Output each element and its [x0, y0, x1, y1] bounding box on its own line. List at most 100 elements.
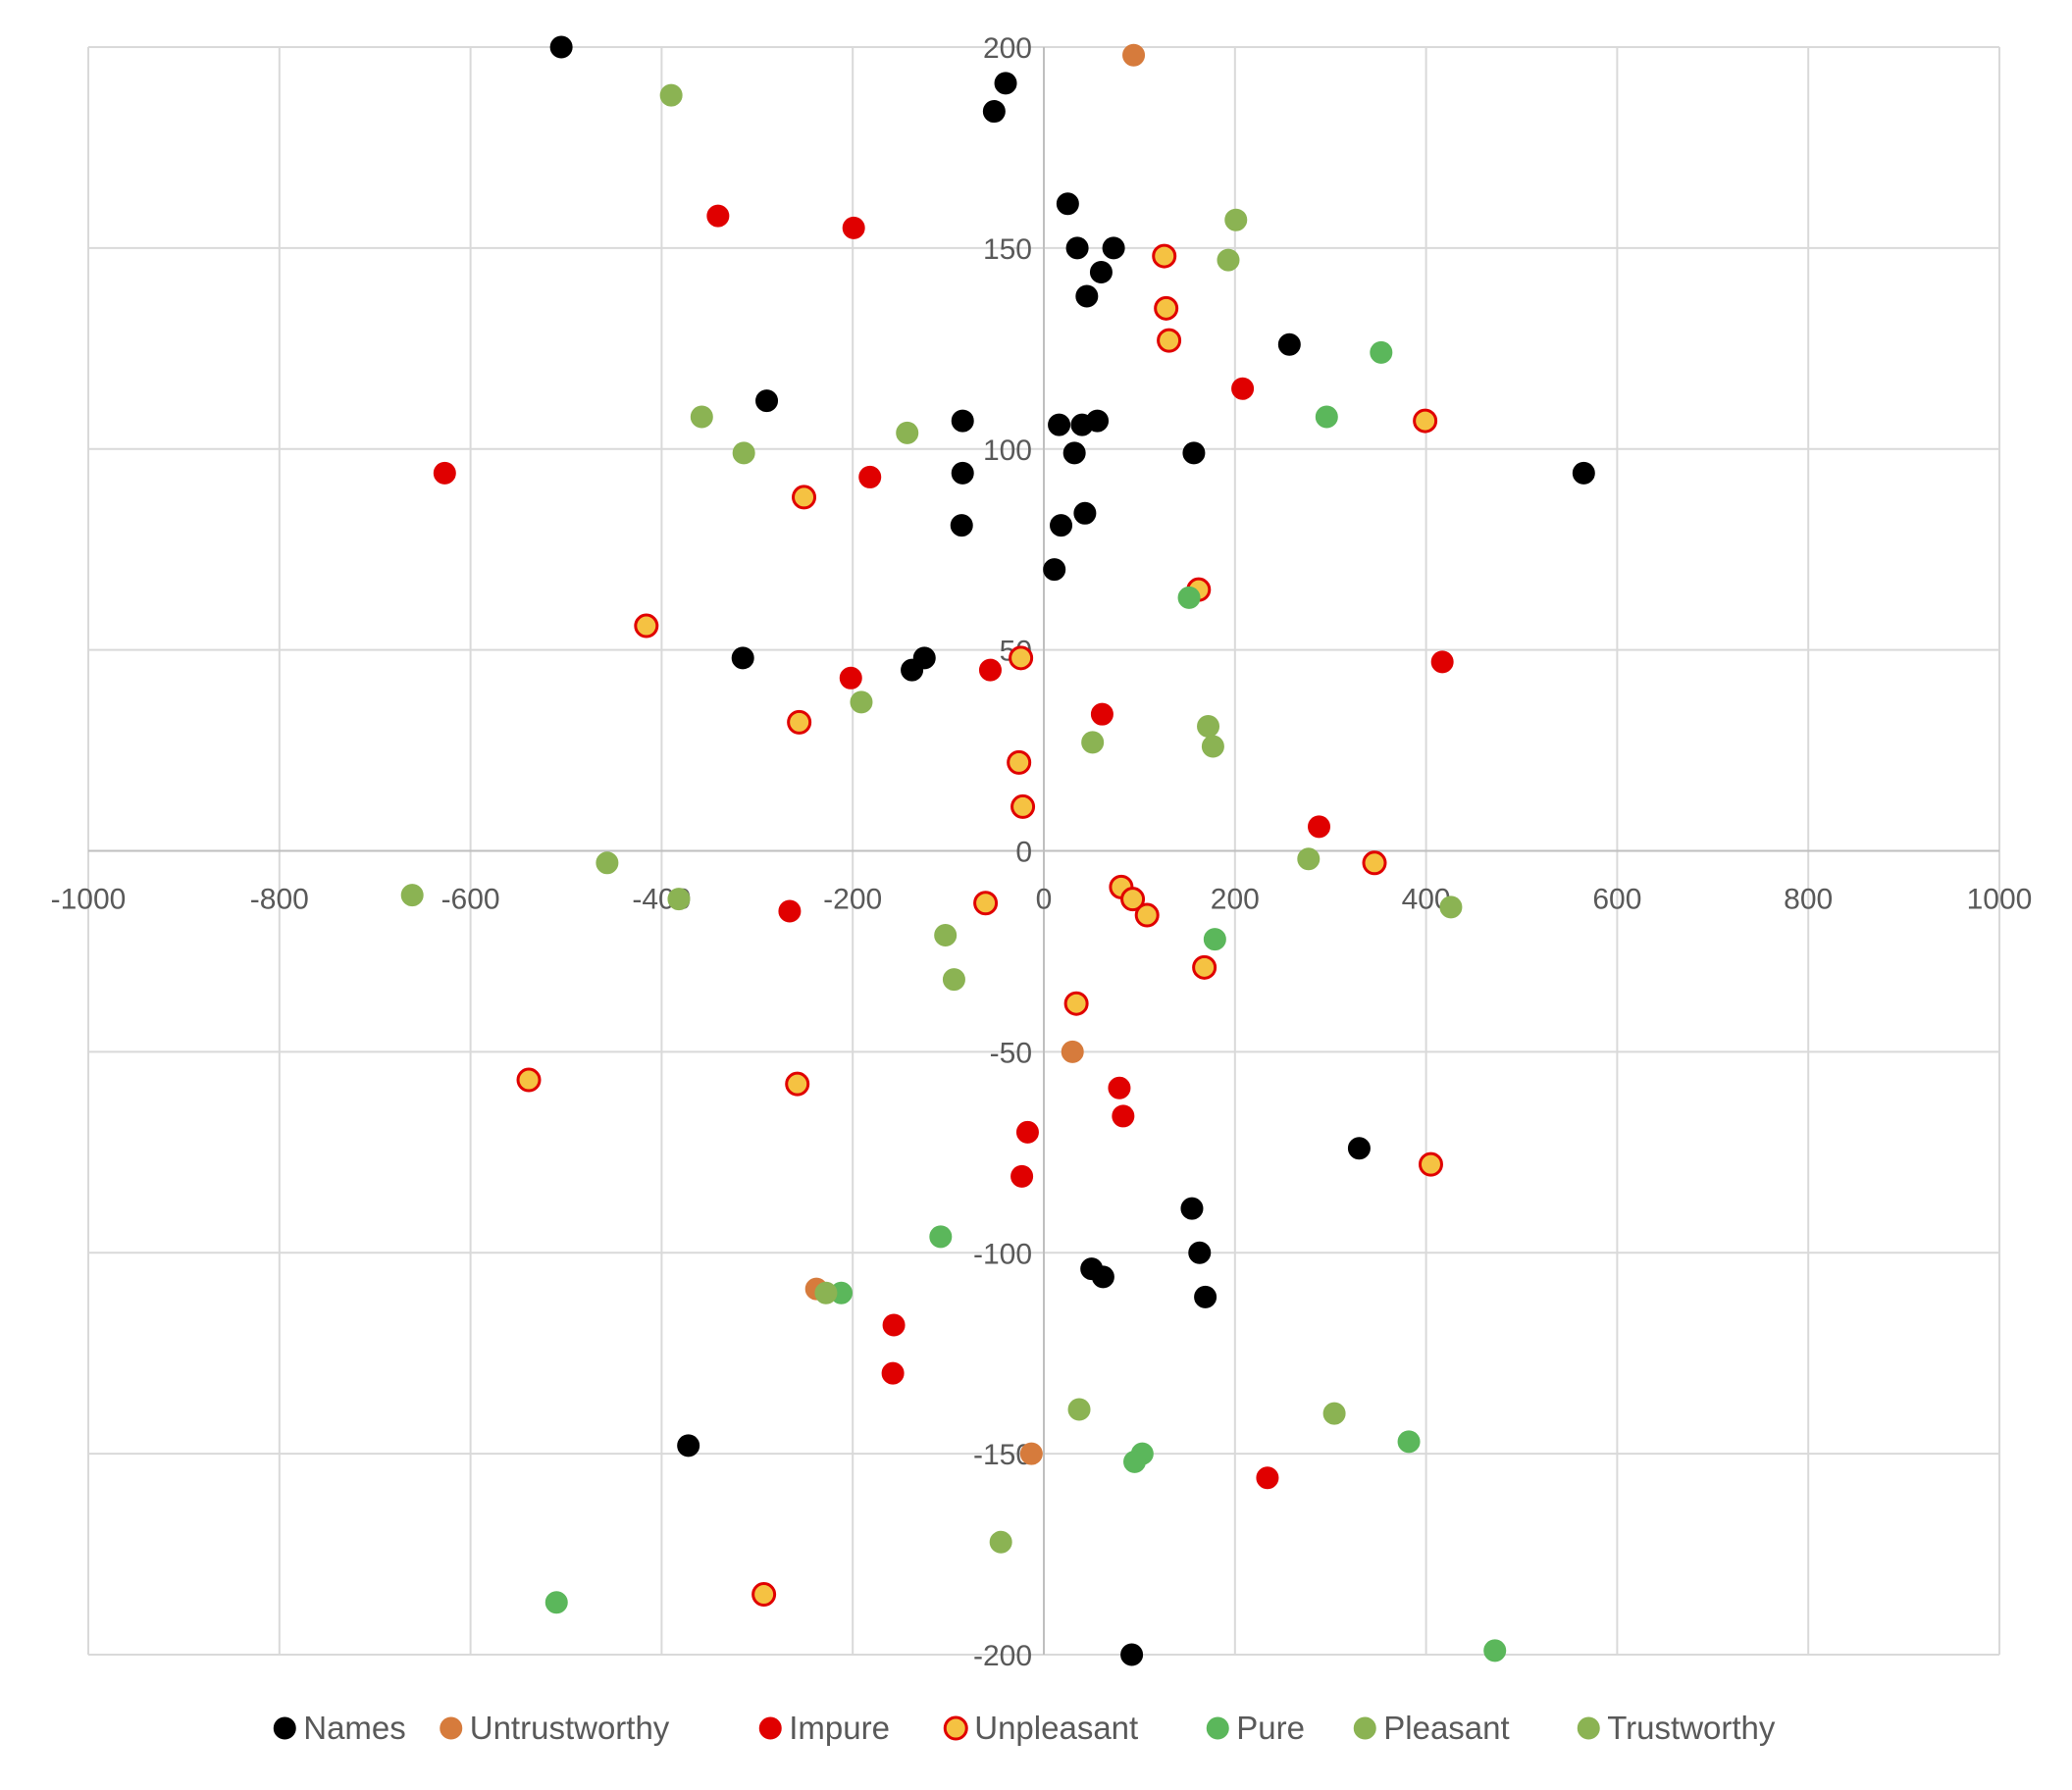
point-unpleasant: [1192, 954, 1217, 980]
point-pleasant: [1224, 208, 1248, 231]
legend-marker-unpleasant: [943, 1715, 968, 1741]
y-tick-label: -200: [973, 1640, 1032, 1672]
point-names: [1048, 413, 1071, 436]
point-impure: [839, 666, 862, 690]
point-names: [1120, 1643, 1144, 1666]
point-unpleasant: [1157, 328, 1182, 353]
y-tick-label: 100: [983, 435, 1032, 467]
point-pleasant: [1439, 895, 1463, 919]
point-impure: [1090, 702, 1114, 726]
point-pleasant: [1067, 1398, 1091, 1421]
y-tick-label: -100: [973, 1238, 1032, 1270]
point-names: [950, 514, 973, 537]
point-impure: [858, 465, 882, 488]
point-pleasant: [690, 405, 713, 429]
point-unpleasant: [1007, 749, 1032, 775]
legend: Names Untrustworthy Impure Unpleasant Pure Pl…: [273, 1710, 1776, 1746]
point-names: [1182, 441, 1206, 465]
x-tick-label: 0: [1036, 884, 1053, 916]
point-impure: [1108, 1076, 1131, 1100]
point-pure: [1315, 405, 1338, 429]
legend-label-unpleasant: Unpleasant: [974, 1710, 1138, 1746]
point-unpleasant: [1152, 243, 1177, 269]
point-names: [951, 409, 974, 433]
point-pure: [1123, 1450, 1147, 1473]
point-names: [731, 646, 754, 670]
point-pleasant: [1297, 847, 1321, 871]
point-unpleasant: [973, 891, 999, 916]
y-tick-label: 200: [983, 32, 1032, 65]
y-tick-label: 150: [983, 233, 1032, 266]
point-names: [677, 1434, 700, 1458]
point-names: [1050, 514, 1073, 537]
legend-label-trustworthy: Trustworthy: [1607, 1710, 1776, 1746]
point-untrustworthy: [1019, 1442, 1043, 1465]
point-names: [1277, 332, 1301, 356]
point-unpleasant: [751, 1582, 777, 1608]
point-impure: [1256, 1466, 1279, 1490]
legend-label-pleasant: Pleasant: [1383, 1710, 1509, 1746]
legend-label-untrustworthy: Untrustworthy: [470, 1710, 670, 1746]
axes: [88, 47, 1999, 1655]
point-impure: [881, 1361, 905, 1385]
point-names: [1056, 192, 1079, 216]
x-tick-label: 600: [1592, 884, 1641, 916]
x-tick-label: -1000: [51, 884, 127, 916]
point-unpleasant: [634, 613, 659, 639]
point-unpleasant: [1009, 645, 1034, 671]
point-unpleasant: [1413, 408, 1438, 434]
point-unpleasant: [787, 709, 812, 735]
point-pleasant: [400, 884, 424, 907]
point-pleasant: [1217, 248, 1240, 272]
point-names: [549, 35, 573, 59]
point-unpleasant: [516, 1067, 542, 1093]
point-pure: [1397, 1430, 1421, 1454]
point-names: [1075, 284, 1099, 308]
point-names: [755, 389, 779, 413]
point-impure: [882, 1313, 906, 1337]
point-names: [1102, 236, 1125, 260]
point-untrustworthy: [1122, 43, 1146, 67]
point-impure: [1015, 1120, 1039, 1144]
legend-label-pure: Pure: [1236, 1710, 1305, 1746]
point-pleasant: [989, 1530, 1012, 1554]
legend-marker-trustworthy: [1577, 1716, 1600, 1740]
point-names: [1180, 1197, 1204, 1220]
point-unpleasant: [1418, 1151, 1443, 1177]
point-unpleasant: [792, 485, 817, 510]
point-names: [982, 100, 1006, 124]
point-unpleasant: [1010, 793, 1036, 819]
point-names: [951, 461, 974, 485]
point-pleasant: [596, 851, 619, 875]
point-pleasant: [1197, 714, 1220, 738]
point-impure: [433, 461, 456, 485]
y-tick-label: 0: [1015, 837, 1032, 869]
point-pleasant: [1322, 1402, 1346, 1425]
x-tick-label: 800: [1784, 884, 1833, 916]
legend-marker-untrustworthy: [440, 1716, 463, 1740]
legend-marker-pleasant: [1353, 1716, 1376, 1740]
point-impure: [778, 899, 802, 923]
x-tick-label: 1000: [1967, 884, 2033, 916]
point-impure: [1231, 377, 1255, 400]
legend-marker-names: [273, 1716, 296, 1740]
point-names: [1065, 236, 1089, 260]
point-pleasant: [1201, 735, 1224, 758]
point-names: [1043, 558, 1066, 582]
y-tick-labels: -200-150-100-50050100150200: [973, 32, 1032, 1672]
point-names: [901, 658, 924, 682]
point-pleasant: [850, 690, 873, 714]
point-pleasant: [1081, 731, 1105, 754]
point-impure: [978, 658, 1002, 682]
point-unpleasant: [785, 1071, 810, 1097]
point-pleasant: [934, 924, 958, 947]
point-unpleasant: [1063, 991, 1089, 1016]
point-names: [1572, 461, 1595, 485]
point-pleasant: [942, 968, 965, 992]
point-names: [1062, 441, 1086, 465]
point-pure: [1370, 340, 1393, 364]
point-unpleasant: [1154, 295, 1179, 321]
point-impure: [1112, 1104, 1135, 1128]
point-names: [1086, 409, 1110, 433]
